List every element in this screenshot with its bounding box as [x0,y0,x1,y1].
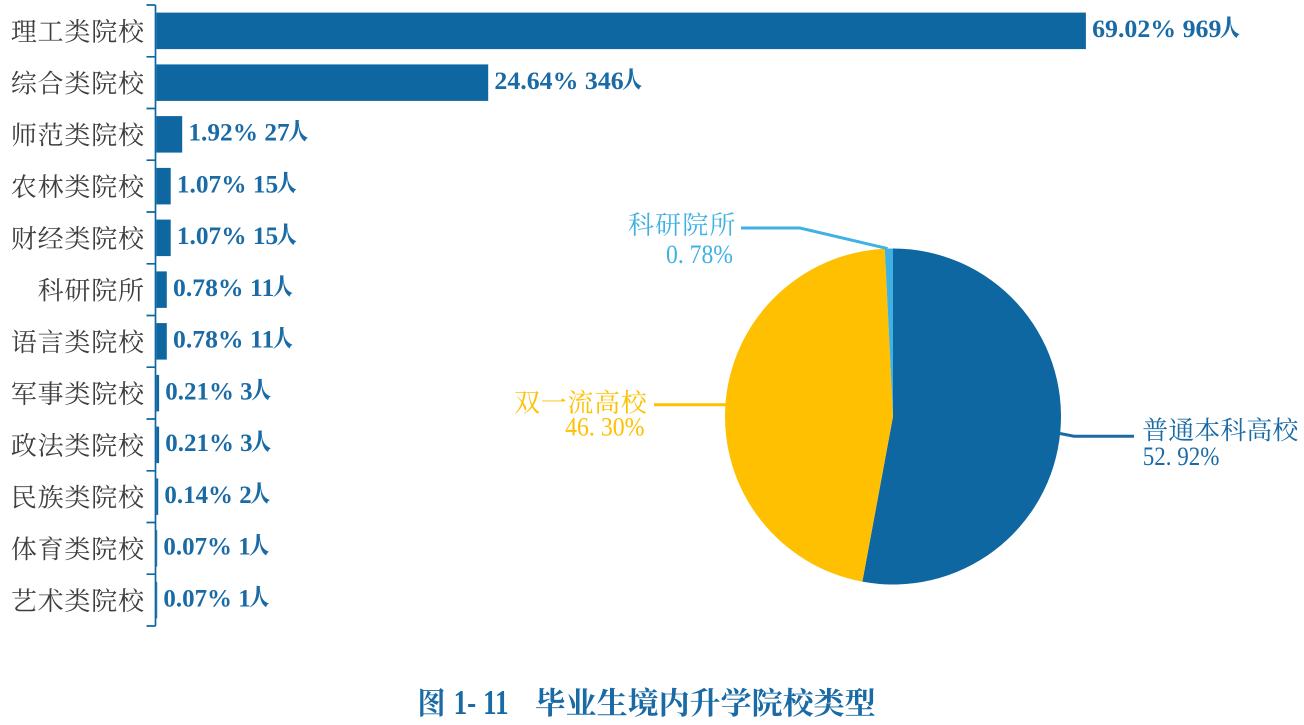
svg-text:1.07% 15: 1.07% 15 [177,171,278,198]
svg-text:46. 30%: 46. 30% [565,413,644,442]
svg-text:0.07% 1: 0.07% 1 [163,585,250,612]
svg-text:0. 78%: 0. 78% [666,240,733,269]
svg-text:0.21% 3: 0.21% 3 [165,430,252,457]
svg-text:1- 11: 1- 11 [454,684,509,722]
svg-text:24.64% 346: 24.64% 346 [494,68,623,95]
svg-text:69.02% 969: 69.02% 969 [1092,16,1221,43]
svg-text:52. 92%: 52. 92% [1143,442,1220,471]
svg-text:1.92% 27: 1.92% 27 [188,120,289,147]
svg-text:1.07% 15: 1.07% 15 [177,223,278,250]
svg-text:0.07% 1: 0.07% 1 [163,534,250,561]
svg-text:0.14% 2: 0.14% 2 [164,482,251,509]
svg-text:0.21% 3: 0.21% 3 [165,378,252,405]
svg-text:0.78% 11: 0.78% 11 [173,327,274,354]
svg-text:0.78% 11: 0.78% 11 [173,275,274,302]
